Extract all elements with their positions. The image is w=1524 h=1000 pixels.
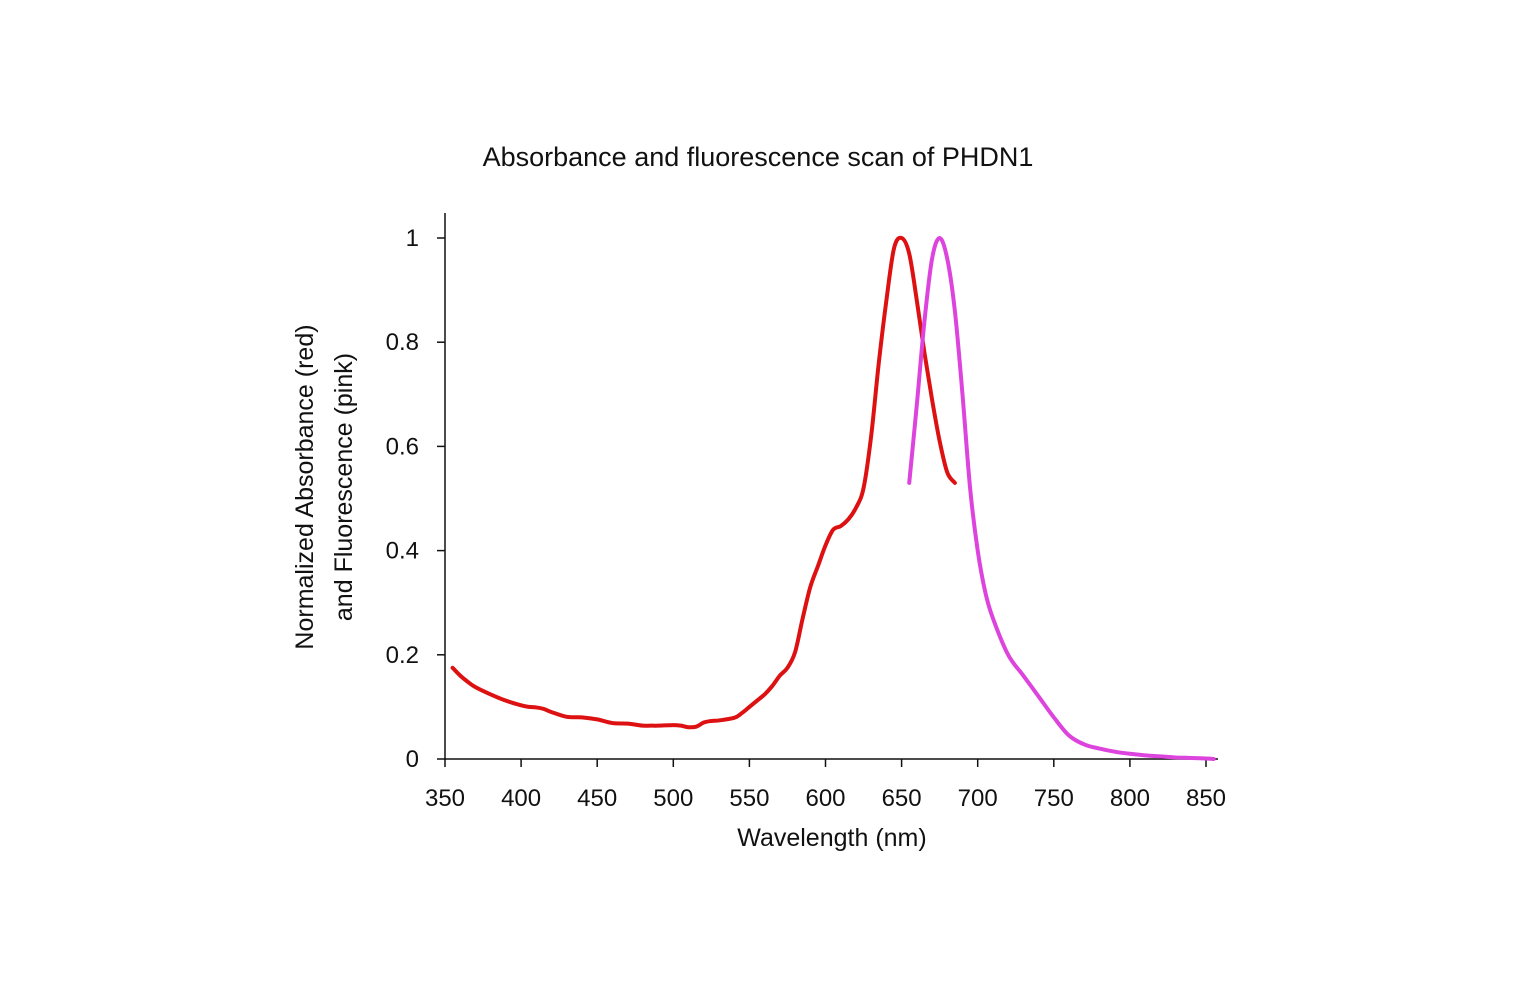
x-axis: 350 400 450 500 550 600 650 700 750 800 850	[425, 758, 1226, 812]
y-tick-label: 0.8	[386, 329, 419, 356]
y-axis: 0 0.2 0.4 0.6 0.8 1	[386, 213, 446, 773]
x-tick-label: 450	[577, 785, 617, 812]
y-tick-label: 0.6	[386, 433, 419, 460]
x-tick-label: 650	[882, 785, 922, 812]
x-tick-label: 700	[958, 785, 998, 812]
x-tick-label: 400	[501, 785, 541, 812]
x-tick-label: 600	[805, 785, 845, 812]
x-tick-label: 850	[1186, 785, 1226, 812]
x-axis-label: Wavelength (nm)	[737, 824, 926, 852]
y-tick-label: 0.2	[386, 642, 419, 669]
y-axis-label-line-1: Normalized Absorbance (red)	[291, 324, 319, 649]
fluorescence-line	[907, 236, 1216, 761]
y-tick-label: 0.4	[386, 538, 419, 565]
y-ticks: 0 0.2 0.4 0.6 0.8 1	[386, 225, 445, 773]
y-tick-label: 0	[406, 746, 419, 773]
x-tick-label: 500	[653, 785, 693, 812]
plot-series	[450, 235, 1216, 761]
x-tick-label: 750	[1034, 785, 1074, 812]
y-tick-label: 1	[406, 225, 419, 252]
x-tick-label: 550	[729, 785, 769, 812]
x-ticks: 350 400 450 500 550 600 650 700 750 800 850	[425, 759, 1226, 812]
x-tick-label: 800	[1110, 785, 1150, 812]
absorbance-line	[450, 235, 957, 730]
x-tick-label: 350	[425, 785, 465, 812]
chart-title: Absorbance and fluorescence scan of PHDN…	[483, 142, 1034, 172]
y-axis-label: Normalized Absorbance (red) and Fluoresc…	[291, 324, 358, 649]
y-axis-label-line-2: and Fluorescence (pink)	[330, 353, 358, 621]
